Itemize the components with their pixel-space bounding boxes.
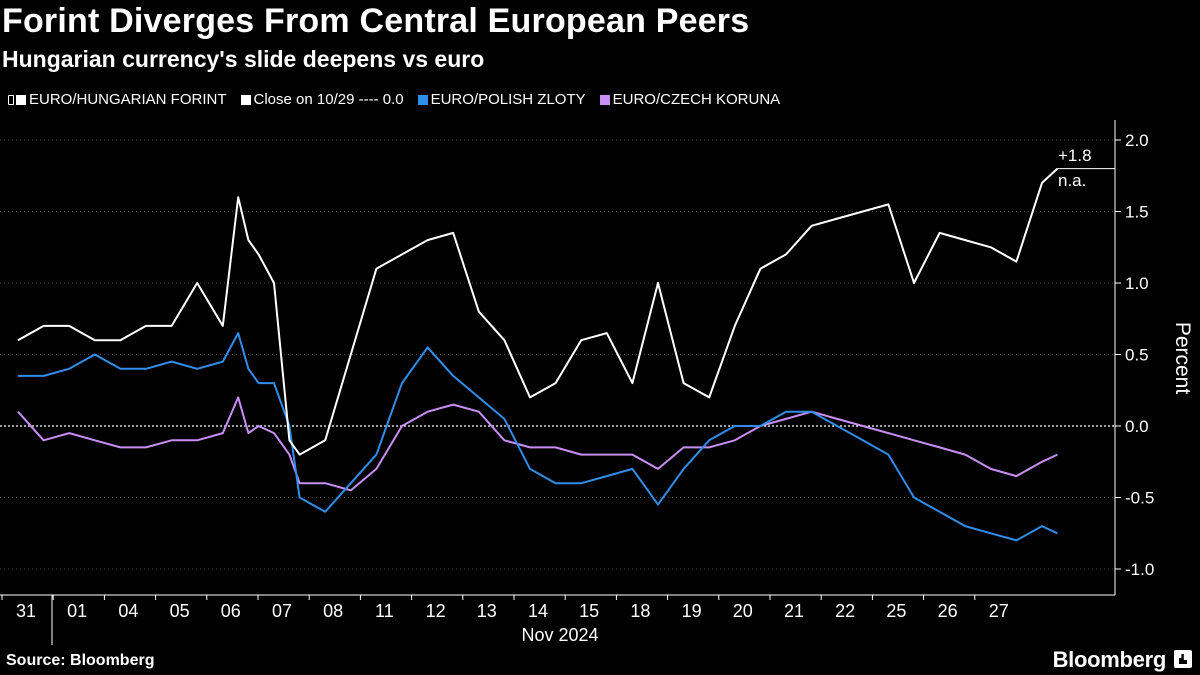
x-tick-label: 14 xyxy=(528,601,548,621)
series-line-pln xyxy=(18,332,1058,542)
x-tick-label: 19 xyxy=(682,601,702,621)
y-tick-label: -1.0 xyxy=(1125,560,1154,579)
legend-swatch-pln xyxy=(417,94,428,105)
legend: EURO/HUNGARIAN FORINT Close on 10/29 ---… xyxy=(8,91,794,108)
x-tick-label: 21 xyxy=(784,601,804,621)
legend-item-huf: EURO/HUNGARIAN FORINT xyxy=(8,91,227,108)
x-tick-label: 25 xyxy=(886,601,906,621)
x-tick-label: 01 xyxy=(67,601,87,621)
chart-subtitle: Hungarian currency's slide deepens vs eu… xyxy=(2,46,485,72)
y-tick-label: 0.0 xyxy=(1125,417,1149,436)
legend-swatch-huf xyxy=(16,94,26,105)
brand-logo: Bloomberg xyxy=(1052,647,1167,672)
x-tick-label: 04 xyxy=(118,601,138,621)
x-month-label: Nov 2024 xyxy=(521,625,598,645)
x-tick-label: 12 xyxy=(426,601,446,621)
y-tick-label: 1.0 xyxy=(1125,274,1149,293)
series-line-huf xyxy=(17,167,1059,456)
x-tick-label: 22 xyxy=(835,601,855,621)
x-tick-label: 20 xyxy=(733,601,753,621)
x-tick-label: 31 xyxy=(16,601,36,621)
bloomberg-terminal-icon xyxy=(1174,650,1192,668)
x-tick-label: 15 xyxy=(579,601,599,621)
chart-title: Forint Diverges From Central European Pe… xyxy=(2,2,750,40)
key-icon xyxy=(8,94,14,105)
y-tick-label: -0.5 xyxy=(1125,489,1154,508)
y-tick-label: 1.5 xyxy=(1125,203,1149,222)
x-tick-label: 05 xyxy=(170,601,190,621)
y-tick-label: 0.5 xyxy=(1125,346,1149,365)
legend-label-close: Close on 10/29 ---- 0.0 xyxy=(253,91,404,108)
legend-label-huf: EURO/HUNGARIAN FORINT xyxy=(29,91,227,108)
series-line-czk xyxy=(17,396,1058,492)
legend-swatch-close xyxy=(240,94,251,105)
legend-item-close: Close on 10/29 ---- 0.0 xyxy=(240,91,404,108)
x-tick-label: 18 xyxy=(630,601,650,621)
x-tick-label: 27 xyxy=(989,601,1009,621)
annotation-label-close: n.a. xyxy=(1058,171,1086,190)
legend-label-czk: EURO/CZECH KORUNA xyxy=(612,91,781,108)
x-tick-label: 26 xyxy=(938,601,958,621)
source-note: Source: Bloomberg xyxy=(6,652,155,669)
x-tick-label: 08 xyxy=(323,601,343,621)
annotation-label-huf: +1.8 xyxy=(1058,146,1092,165)
x-tick-label: 11 xyxy=(375,601,394,621)
legend-item-czk: EURO/CZECH KORUNA xyxy=(599,91,781,108)
x-tick-label: 13 xyxy=(477,601,497,621)
y-tick-label: 2.0 xyxy=(1125,131,1149,150)
x-tick-label: 06 xyxy=(221,601,241,621)
legend-item-pln: EURO/POLISH ZLOTY xyxy=(417,91,586,108)
y-axis-title: Percent xyxy=(1171,322,1194,395)
legend-label-pln: EURO/POLISH ZLOTY xyxy=(430,91,586,108)
x-tick-label: 07 xyxy=(272,601,292,621)
legend-swatch-czk xyxy=(599,94,610,105)
